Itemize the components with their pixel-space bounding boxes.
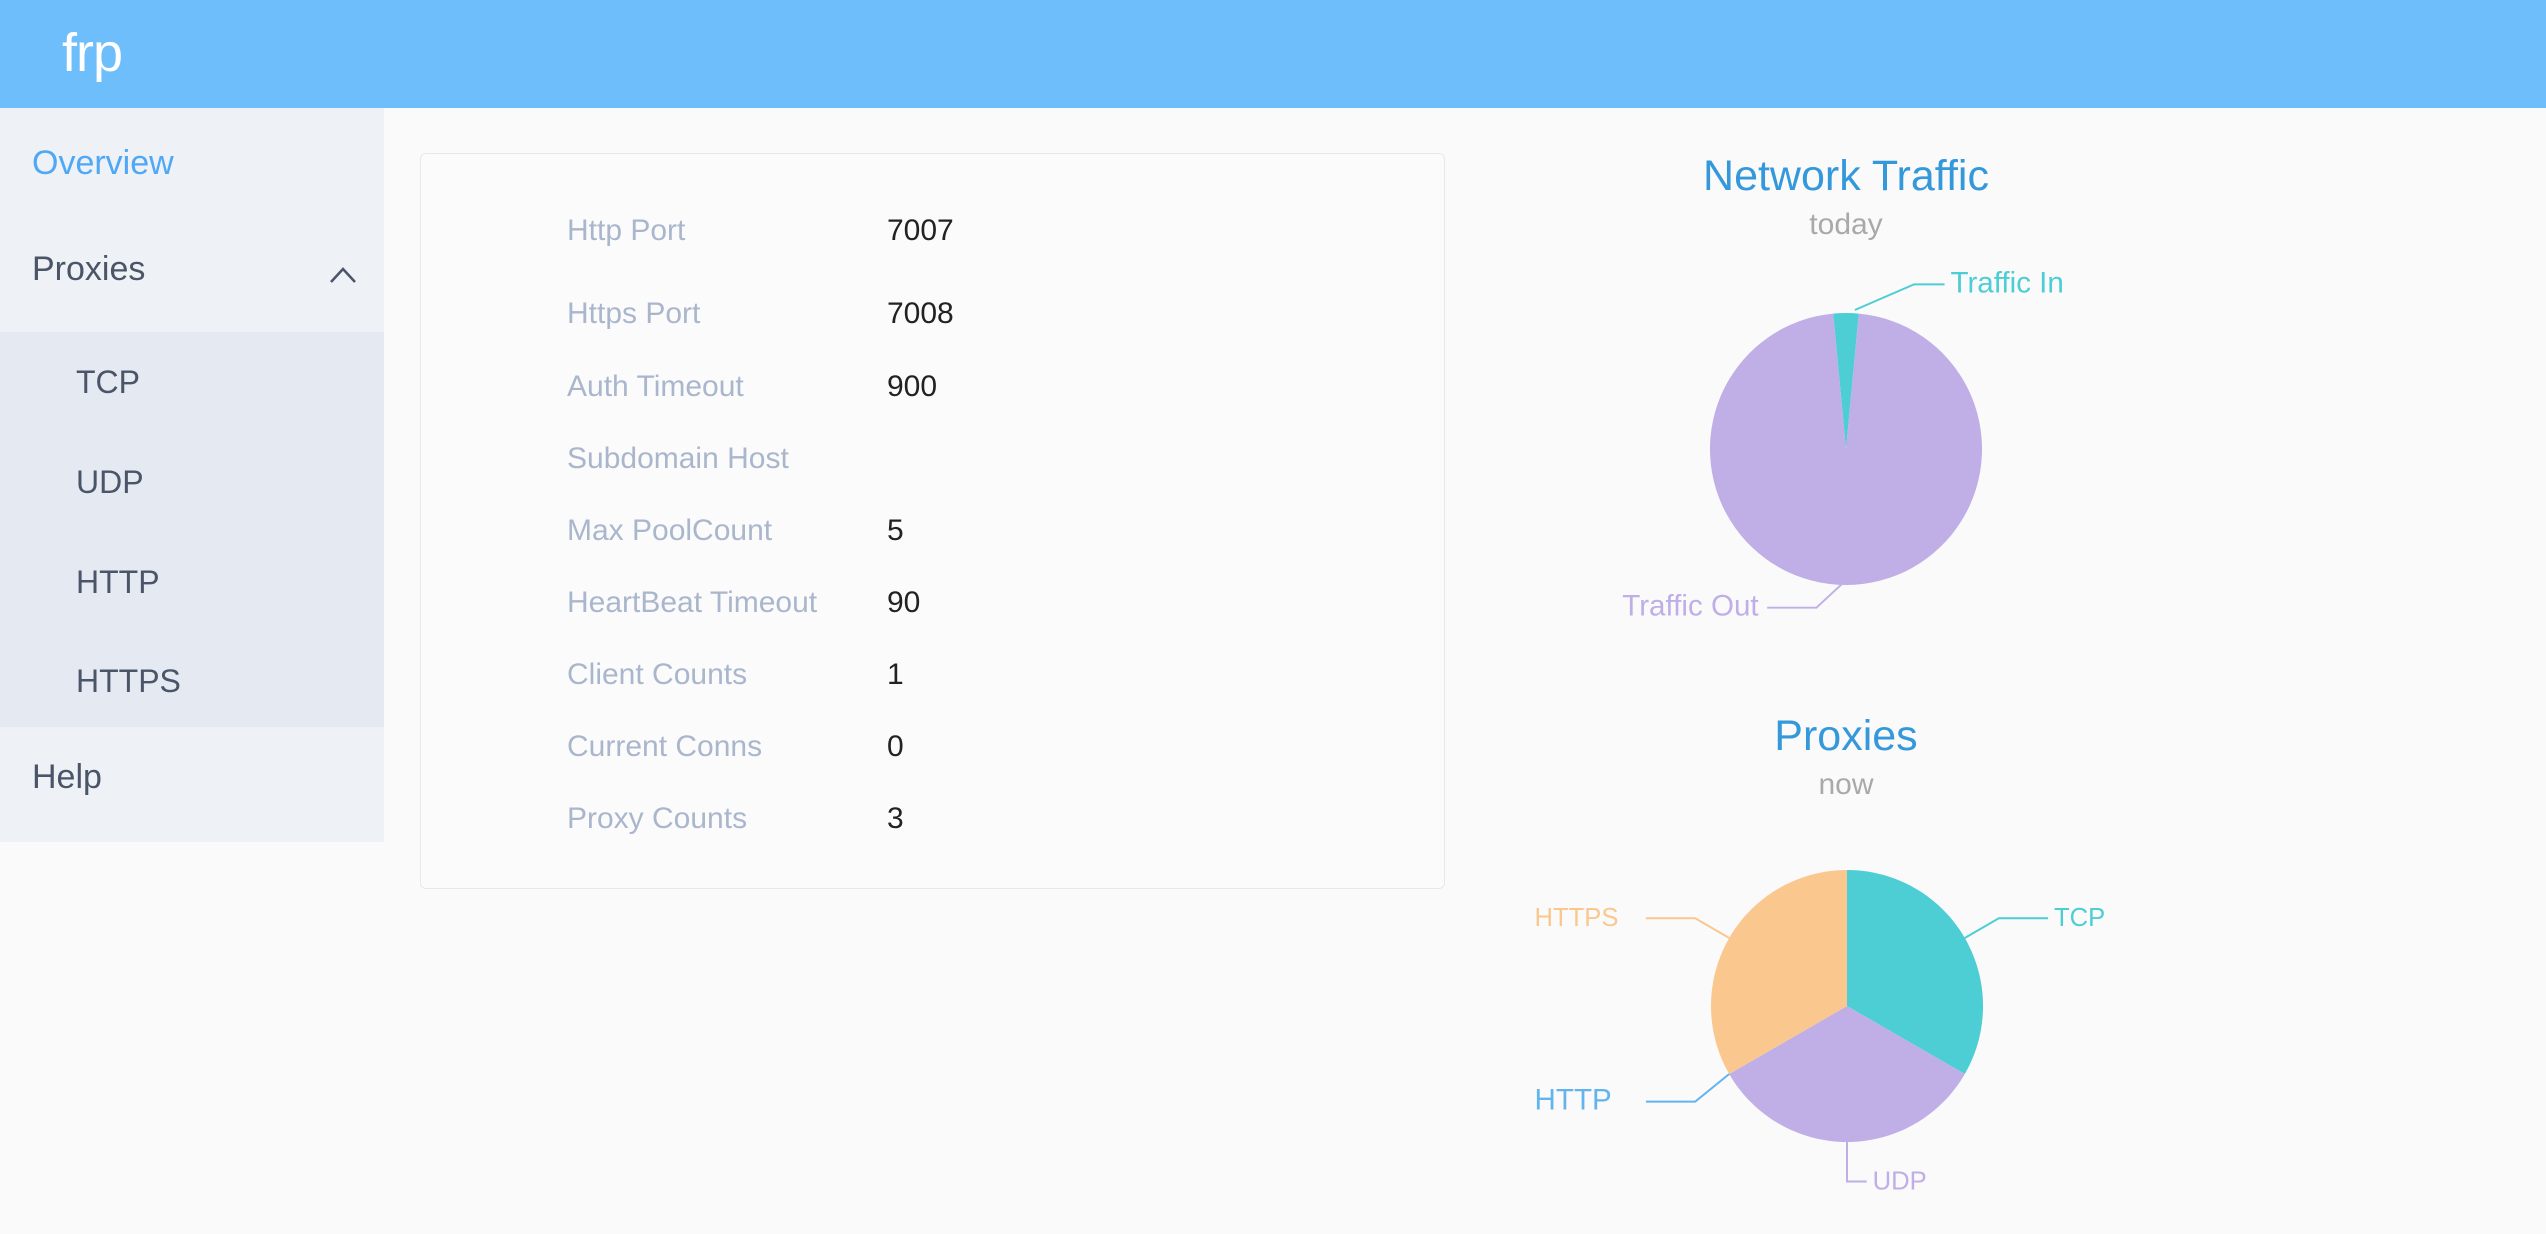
svg-text:HTTP: HTTP bbox=[1535, 1084, 1612, 1117]
svg-text:Traffic In: Traffic In bbox=[1950, 266, 2063, 299]
svg-text:HTTPS: HTTPS bbox=[1535, 904, 1619, 932]
svg-text:UDP: UDP bbox=[1873, 1167, 1927, 1195]
svg-text:Traffic Out: Traffic Out bbox=[1622, 590, 1758, 623]
svg-text:TCP: TCP bbox=[2054, 904, 2105, 932]
